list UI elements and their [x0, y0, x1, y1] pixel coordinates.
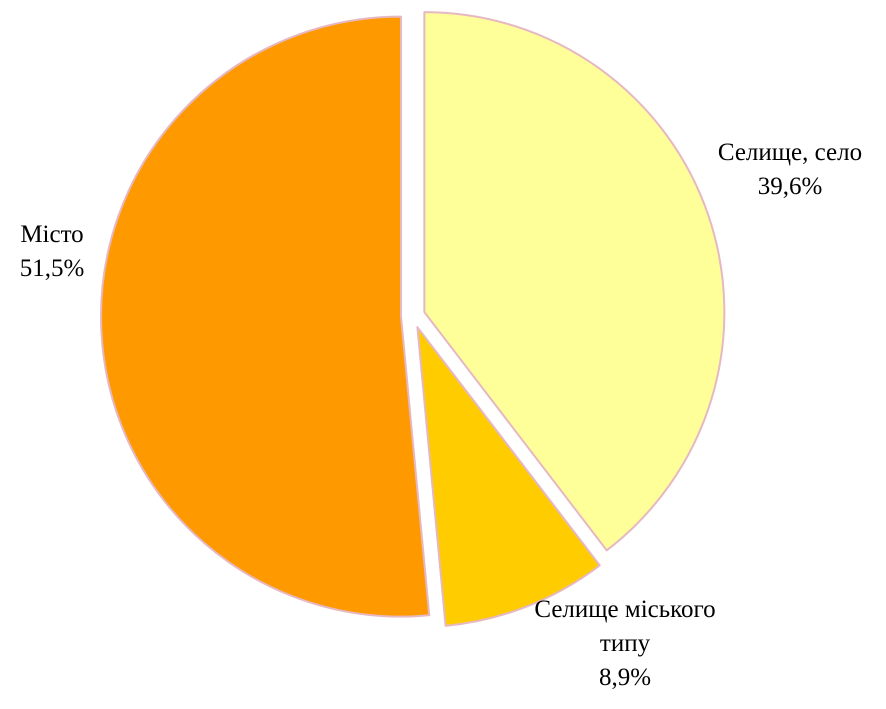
pie-category-label: типу: [600, 630, 651, 657]
pie-category-label: Селище, село: [718, 139, 862, 166]
pie-category-label: Селище міського: [534, 596, 715, 623]
pie-value-label: 39,6%: [758, 173, 823, 200]
pie-slices: [100, 11, 726, 627]
pie-category-label: Місто: [20, 221, 83, 248]
pie-value-label: 51,5%: [20, 255, 85, 282]
pie-value-label: 8,9%: [599, 664, 651, 691]
pie-label-selyshche-miskoho-typu: Селище міського типу 8,9%: [534, 596, 715, 691]
pie-slice-selyshche-selo: [423, 11, 726, 552]
pie-slice-misto: [100, 15, 431, 618]
pie-label-selyshche-selo: Селище, село 39,6%: [718, 139, 862, 200]
pie-labels: Селище, село 39,6% Селище міського типу 8,9%…: [20, 139, 862, 691]
pie-label-misto: Місто 51,5%: [20, 221, 85, 282]
pie-slice-selyshche-miskoho-typu: [416, 326, 601, 627]
